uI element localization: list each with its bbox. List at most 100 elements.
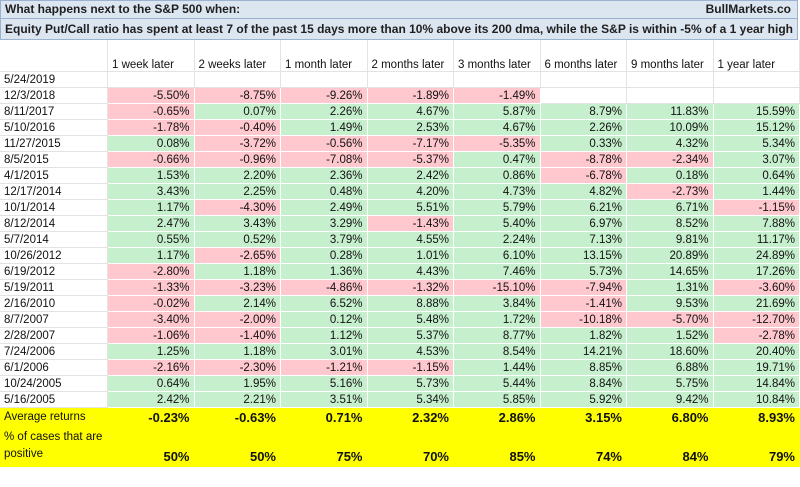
source: BullMarkets.co: [706, 1, 791, 18]
summary-value: 8.93%: [714, 408, 800, 427]
empty-cell: [627, 88, 714, 104]
return-cell: 4.53%: [368, 344, 455, 360]
empty-cell: [454, 72, 541, 88]
column-header: 2 months later: [368, 40, 455, 72]
date-cell: 8/7/2007: [0, 312, 108, 328]
return-cell: 4.20%: [368, 184, 455, 200]
column-header: 1 month later: [281, 40, 368, 72]
return-cell: 4.73%: [454, 184, 541, 200]
return-cell: -5.37%: [368, 152, 455, 168]
return-cell: -1.43%: [368, 216, 455, 232]
return-cell: 5.51%: [368, 200, 455, 216]
empty-cell: [195, 72, 282, 88]
summary-label: Average returns: [0, 408, 108, 427]
return-cell: 20.40%: [714, 344, 800, 360]
return-cell: 3.51%: [281, 392, 368, 408]
return-cell: 1.95%: [195, 376, 282, 392]
return-cell: -8.75%: [195, 88, 282, 104]
return-cell: 1.36%: [281, 264, 368, 280]
return-cell: 8.54%: [454, 344, 541, 360]
return-cell: 1.52%: [627, 328, 714, 344]
return-cell: -5.70%: [627, 312, 714, 328]
summary-label: % of cases that are positive: [0, 427, 108, 467]
return-cell: -0.96%: [195, 152, 282, 168]
date-cell: 5/19/2011: [0, 280, 108, 296]
column-header: 2 weeks later: [195, 40, 282, 72]
return-cell: 3.79%: [281, 232, 368, 248]
column-header: 3 months later: [454, 40, 541, 72]
return-cell: -2.78%: [714, 328, 800, 344]
return-cell: -3.60%: [714, 280, 800, 296]
return-cell: -1.78%: [108, 120, 195, 136]
return-cell: -15.10%: [454, 280, 541, 296]
summary-value: -0.23%: [108, 408, 195, 427]
empty-cell: [368, 72, 455, 88]
return-cell: 1.44%: [714, 184, 800, 200]
return-cell: -7.08%: [281, 152, 368, 168]
return-cell: 14.65%: [627, 264, 714, 280]
return-cell: 5.16%: [281, 376, 368, 392]
return-cell: 0.08%: [108, 136, 195, 152]
return-cell: 2.42%: [108, 392, 195, 408]
return-cell: 0.52%: [195, 232, 282, 248]
return-cell: 3.29%: [281, 216, 368, 232]
return-cell: 8.85%: [541, 360, 628, 376]
return-cell: 8.88%: [368, 296, 455, 312]
date-cell: 8/11/2017: [0, 104, 108, 120]
return-cell: 5.44%: [454, 376, 541, 392]
return-cell: 5.73%: [541, 264, 628, 280]
return-cell: 0.18%: [627, 168, 714, 184]
return-cell: 14.21%: [541, 344, 628, 360]
summary-value: 85%: [454, 427, 541, 467]
return-cell: -0.02%: [108, 296, 195, 312]
return-cell: 11.83%: [627, 104, 714, 120]
return-cell: 1.53%: [108, 168, 195, 184]
return-cell: -1.41%: [541, 296, 628, 312]
empty-cell: [108, 72, 195, 88]
date-cell: 10/24/2005: [0, 376, 108, 392]
return-cell: 1.49%: [281, 120, 368, 136]
return-cell: 21.69%: [714, 296, 800, 312]
return-cell: 5.37%: [368, 328, 455, 344]
empty-cell: [714, 88, 800, 104]
return-cell: 5.92%: [541, 392, 628, 408]
return-cell: -1.06%: [108, 328, 195, 344]
return-cell: 2.42%: [368, 168, 455, 184]
empty-cell: [714, 72, 800, 88]
summary-value: 2.32%: [368, 408, 455, 427]
empty-cell: [281, 72, 368, 88]
return-cell: -10.18%: [541, 312, 628, 328]
return-cell: 1.01%: [368, 248, 455, 264]
return-cell: 1.25%: [108, 344, 195, 360]
return-cell: 2.25%: [195, 184, 282, 200]
return-cell: -1.15%: [368, 360, 455, 376]
date-cell: 2/16/2010: [0, 296, 108, 312]
return-cell: -9.26%: [281, 88, 368, 104]
return-cell: 2.53%: [368, 120, 455, 136]
date-cell: 2/28/2007: [0, 328, 108, 344]
return-cell: 0.47%: [454, 152, 541, 168]
return-cell: 6.88%: [627, 360, 714, 376]
return-cell: 3.43%: [195, 216, 282, 232]
return-cell: 6.21%: [541, 200, 628, 216]
return-cell: 4.67%: [454, 120, 541, 136]
return-cell: 8.79%: [541, 104, 628, 120]
return-cell: -1.49%: [454, 88, 541, 104]
return-cell: -5.50%: [108, 88, 195, 104]
summary-value: 75%: [281, 427, 368, 467]
return-cell: -3.72%: [195, 136, 282, 152]
date-cell: 11/27/2015: [0, 136, 108, 152]
return-cell: 0.64%: [714, 168, 800, 184]
return-cell: 2.49%: [281, 200, 368, 216]
return-cell: 4.67%: [368, 104, 455, 120]
date-cell: 10/1/2014: [0, 200, 108, 216]
return-cell: 4.43%: [368, 264, 455, 280]
return-cell: 2.47%: [108, 216, 195, 232]
return-cell: 1.17%: [108, 200, 195, 216]
date-cell: 4/1/2015: [0, 168, 108, 184]
return-cell: 9.42%: [627, 392, 714, 408]
return-cell: 1.72%: [454, 312, 541, 328]
return-cell: 9.81%: [627, 232, 714, 248]
return-cell: -1.32%: [368, 280, 455, 296]
return-cell: 5.40%: [454, 216, 541, 232]
